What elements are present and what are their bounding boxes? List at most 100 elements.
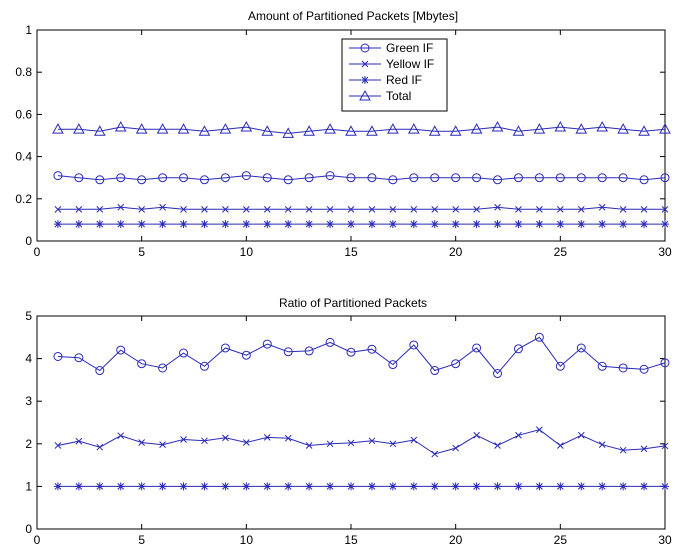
y-tick-label: 0.4 <box>15 150 32 164</box>
legend-items: Green IF Yellow IF Red IF Total <box>349 41 434 103</box>
amount-yellow-if-point <box>54 205 62 213</box>
amount-red-if-point <box>367 220 376 229</box>
amount-green-if-point <box>472 173 482 183</box>
amount-green-if-point <box>346 173 356 183</box>
ratio-series-1-point <box>137 359 147 369</box>
amount-total-point <box>219 123 232 134</box>
ratio-series-3-point <box>263 482 272 491</box>
ratio-series-2-point <box>536 426 543 434</box>
amount-total-point <box>575 123 588 134</box>
ratio-series-1-point <box>325 337 335 347</box>
amount-green-if-point <box>660 173 670 183</box>
ratio-series-1-point <box>555 361 565 371</box>
amount-yellow-if-point <box>452 205 460 213</box>
chart-ratio-axes: 0 5 10 15 20 25 30 0 1 2 3 4 5 <box>25 309 672 547</box>
x-tick-label: 5 <box>138 245 145 259</box>
ratio-series-2-point <box>515 431 522 439</box>
ratio-series-1-point <box>472 343 482 353</box>
amount-total-point <box>533 123 546 134</box>
amount-green-if-point <box>53 171 63 181</box>
ratio-series-3-point <box>556 482 565 491</box>
ratio-series-3-point <box>535 482 544 491</box>
ratio-series-2-point <box>473 431 480 439</box>
amount-yellow-if-point <box>242 205 250 213</box>
chart-amount-axes: 0 5 10 15 20 25 30 0 0.2 0.4 0.6 0.8 1 <box>15 23 672 259</box>
ratio-series-2-point <box>138 439 146 446</box>
amount-green-if-point <box>116 173 126 183</box>
ratio-series-2-point <box>640 445 648 453</box>
amount-green-if-point <box>95 175 105 185</box>
amount-total-point <box>282 127 295 138</box>
amount-yellow-if-point <box>515 205 522 213</box>
ratio-series-1-point <box>74 353 84 363</box>
amount-red-if-point <box>535 220 544 229</box>
amount-total-point <box>135 123 148 134</box>
ratio-series-2-point <box>159 441 166 449</box>
legend-label: Yellow IF <box>386 57 434 71</box>
amount-series-green-if <box>53 171 670 185</box>
ratio-series-series-1 <box>53 332 670 379</box>
ratio-series-3-point <box>367 482 376 491</box>
ratio-series-2-point <box>577 431 585 439</box>
amount-yellow-if-point <box>284 205 292 213</box>
amount-red-if-point <box>263 220 272 229</box>
ratio-series-3-point <box>577 482 586 491</box>
amount-red-if-point <box>430 220 439 229</box>
amount-total-point <box>366 125 378 136</box>
ratio-series-3-point <box>388 482 397 491</box>
ratio-series-series-3 <box>53 482 669 491</box>
amount-green-if-point <box>451 173 461 183</box>
amount-red-if-point <box>53 220 62 229</box>
x-tick-label: 15 <box>344 245 358 259</box>
chart-ratio-plot-area <box>36 315 666 530</box>
amount-red-if-point <box>577 220 586 229</box>
amount-red-if-point <box>472 220 481 229</box>
ratio-series-3-point <box>95 482 104 491</box>
ratio-series-2-point <box>96 443 104 451</box>
ratio-series-3-point <box>640 482 649 491</box>
ratio-series-2-point <box>347 439 355 447</box>
legend-marker <box>359 89 371 101</box>
x-tick-label: 30 <box>658 533 672 547</box>
amount-yellow-if-point <box>640 205 648 213</box>
ratio-series-1-point <box>660 358 670 368</box>
chart-amount-panel: Amount of Partitioned Packets [Mbytes] 0… <box>15 9 672 259</box>
ratio-series-1-point <box>618 363 628 373</box>
amount-green-if-point <box>283 175 293 185</box>
ratio-series-2-point <box>201 437 208 445</box>
amount-red-if-point <box>640 220 649 229</box>
ratio-series-2-point <box>556 442 564 449</box>
ratio-series-1-point <box>220 343 230 353</box>
amount-series-yellow-if-line <box>57 206 665 210</box>
amount-total-point <box>407 123 420 134</box>
amount-red-if-point <box>556 220 565 229</box>
ratio-series-2-point <box>284 434 292 442</box>
ratio-series-2-point <box>305 442 313 449</box>
amount-total-point <box>198 125 211 136</box>
x-tick-label: 5 <box>138 533 145 547</box>
amount-yellow-if-point <box>389 205 397 213</box>
ratio-series-3-point <box>158 482 167 491</box>
legend-label: Red IF <box>386 73 422 87</box>
y-tick-label: 0.2 <box>15 192 32 206</box>
amount-yellow-if-point <box>305 205 313 213</box>
amount-total-point <box>345 125 357 136</box>
amount-total-point <box>93 125 106 136</box>
amount-yellow-if-point <box>598 203 606 211</box>
ratio-series-1-point <box>576 343 586 353</box>
amount-red-if-point <box>116 220 125 229</box>
ratio-series-3-point <box>347 482 355 491</box>
amount-yellow-if-point <box>201 205 208 213</box>
amount-total-point <box>73 123 85 134</box>
amount-green-if-point <box>430 173 440 183</box>
ratio-series-2-point <box>222 434 229 442</box>
y-tick-label: 2 <box>25 437 32 451</box>
amount-yellow-if-point <box>536 205 543 213</box>
legend-item-yellow-if: Yellow IF <box>349 57 434 71</box>
amount-red-if-point <box>326 220 335 229</box>
chart-ratio-panel: Ratio of Partitioned Packets 0 5 10 15 20 25 3… <box>25 296 672 547</box>
amount-total-point <box>596 121 609 132</box>
amount-green-if-point <box>262 173 272 183</box>
amount-green-if-point <box>325 171 335 181</box>
